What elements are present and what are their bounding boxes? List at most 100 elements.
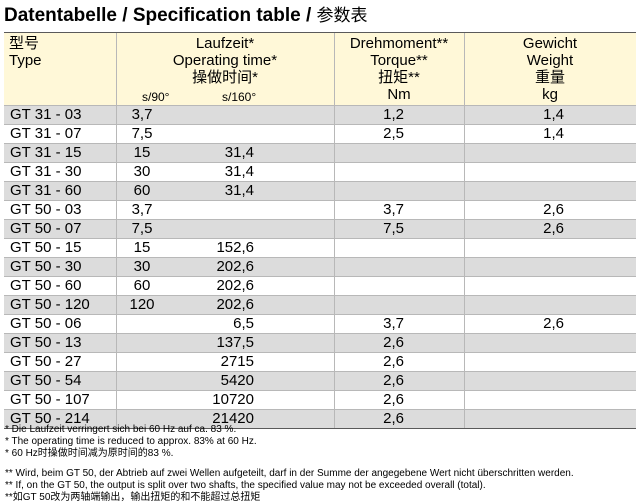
cell-type: GT 50 - 60	[10, 277, 82, 294]
column-divider	[116, 410, 117, 428]
table-row: GT 31 - 07 7,5 2,5 1,4	[4, 124, 636, 143]
column-divider	[464, 296, 465, 314]
cell-torque: 2,6	[383, 410, 404, 427]
column-divider	[334, 106, 335, 124]
column-divider	[334, 277, 335, 295]
table-row: GT 50 - 60 60 202,6	[4, 276, 636, 295]
column-divider	[116, 144, 117, 162]
cell-type: GT 50 - 15	[10, 239, 82, 256]
column-divider	[116, 296, 117, 314]
cell-time-s160: 5420	[220, 372, 254, 389]
cell-type: GT 50 - 120	[10, 296, 90, 313]
footnote: * The operating time is reduced to appro…	[5, 436, 257, 447]
header-weight-en: Weight	[526, 52, 574, 69]
cell-time-s90: 60	[133, 182, 151, 199]
column-divider	[464, 33, 465, 105]
header-time-s160: s/160°	[222, 90, 257, 104]
table-header: 型号 Type Laufzeit* Operating time* 操做时间* …	[4, 32, 636, 105]
cell-torque: 2,5	[383, 125, 404, 142]
cell-torque: 3,7	[383, 201, 404, 218]
cell-type: GT 31 - 07	[10, 125, 82, 142]
column-divider	[464, 334, 465, 352]
column-divider	[464, 391, 465, 409]
column-divider	[334, 163, 335, 181]
table-row: GT 50 - 27 2715 2,6	[4, 352, 636, 371]
column-divider	[116, 391, 117, 409]
cell-time-s90: 60	[133, 277, 151, 294]
cell-time-s160: 202,6	[216, 258, 254, 275]
column-divider	[334, 220, 335, 238]
page-title-cjk: 参数表	[316, 6, 368, 25]
table-body: GT 31 - 03 3,7 1,2 1,4 GT 31 - 07 7,5 2,5 1,4 GT…	[4, 105, 636, 429]
column-divider	[464, 258, 465, 276]
header-time-cn: 操做时间*	[192, 69, 258, 86]
column-divider	[464, 163, 465, 181]
table-row: GT 50 - 54 5420 2,6	[4, 371, 636, 390]
header-time-s90: s/90°	[142, 90, 170, 104]
cell-type: GT 50 - 214	[10, 410, 90, 427]
column-divider	[464, 372, 465, 390]
footnote: * Die Laufzeit verringert sich bei 60 Hz…	[5, 424, 237, 435]
cell-torque: 2,6	[383, 372, 404, 389]
cell-type: GT 31 - 03	[10, 106, 82, 123]
cell-torque: 2,6	[383, 353, 404, 370]
cell-time-s160: 31,4	[224, 163, 254, 180]
table-row: GT 31 - 03 3,7 1,2 1,4	[4, 105, 636, 124]
cell-time-s90: 15	[133, 239, 151, 256]
column-divider	[116, 239, 117, 257]
cell-torque: 1,2	[383, 106, 404, 123]
cell-type: GT 50 - 03	[10, 201, 82, 218]
header-weight-cn: 重量	[534, 69, 565, 86]
table-row: GT 50 - 07 7,5 7,5 2,6	[4, 219, 636, 238]
column-divider	[464, 201, 465, 219]
table-row: GT 31 - 30 30 31,4	[4, 162, 636, 181]
column-divider	[116, 334, 117, 352]
column-divider	[116, 163, 117, 181]
cell-weight: 1,4	[543, 125, 564, 142]
cell-torque: 2,6	[383, 391, 404, 408]
column-divider	[464, 144, 465, 162]
column-divider	[116, 258, 117, 276]
header-time-en: Operating time*	[172, 52, 278, 69]
specification-table: 型号 Type Laufzeit* Operating time* 操做时间* …	[4, 32, 636, 429]
column-divider	[116, 33, 117, 105]
column-divider	[116, 125, 117, 143]
header-weight-unit: kg	[542, 86, 558, 103]
cell-time-s90: 7,5	[131, 125, 153, 142]
cell-time-s160: 31,4	[224, 182, 254, 199]
cell-time-s160: 2715	[220, 353, 254, 370]
cell-time-s160: 202,6	[216, 277, 254, 294]
page-title: Datentabelle / Specification table / 参数表	[4, 4, 368, 28]
cell-type: GT 50 - 54	[10, 372, 82, 389]
column-divider	[116, 201, 117, 219]
cell-time-s90: 30	[133, 258, 151, 275]
column-divider	[334, 410, 335, 428]
column-divider	[464, 410, 465, 428]
column-divider	[334, 201, 335, 219]
column-divider	[464, 315, 465, 333]
cell-time-s160: 10720	[212, 391, 254, 408]
column-divider	[464, 106, 465, 124]
cell-type: GT 31 - 15	[10, 144, 82, 161]
footnote: ** Wird, beim GT 50, der Abtrieb auf zwe…	[5, 468, 574, 479]
column-divider	[116, 106, 117, 124]
cell-type: GT 50 - 13	[10, 334, 82, 351]
column-divider	[334, 372, 335, 390]
header-weight: Gewicht Weight 重量 kg	[464, 35, 636, 103]
column-divider	[334, 296, 335, 314]
cell-torque: 2,6	[383, 334, 404, 351]
column-divider	[334, 353, 335, 371]
column-divider	[334, 144, 335, 162]
column-divider	[116, 220, 117, 238]
column-divider	[334, 258, 335, 276]
header-torque: Drehmoment** Torque** 扭矩** Nm	[334, 35, 464, 103]
column-divider	[116, 372, 117, 390]
cell-type: GT 50 - 30	[10, 258, 82, 275]
cell-time-s90: 15	[133, 144, 151, 161]
table-row: GT 50 - 214 21420 2,6	[4, 409, 636, 429]
cell-torque: 3,7	[383, 315, 404, 332]
cell-time-s160: 137,5	[216, 334, 254, 351]
table-row: GT 31 - 15 15 31,4	[4, 143, 636, 162]
cell-time-s160: 31,4	[224, 144, 254, 161]
column-divider	[334, 182, 335, 200]
